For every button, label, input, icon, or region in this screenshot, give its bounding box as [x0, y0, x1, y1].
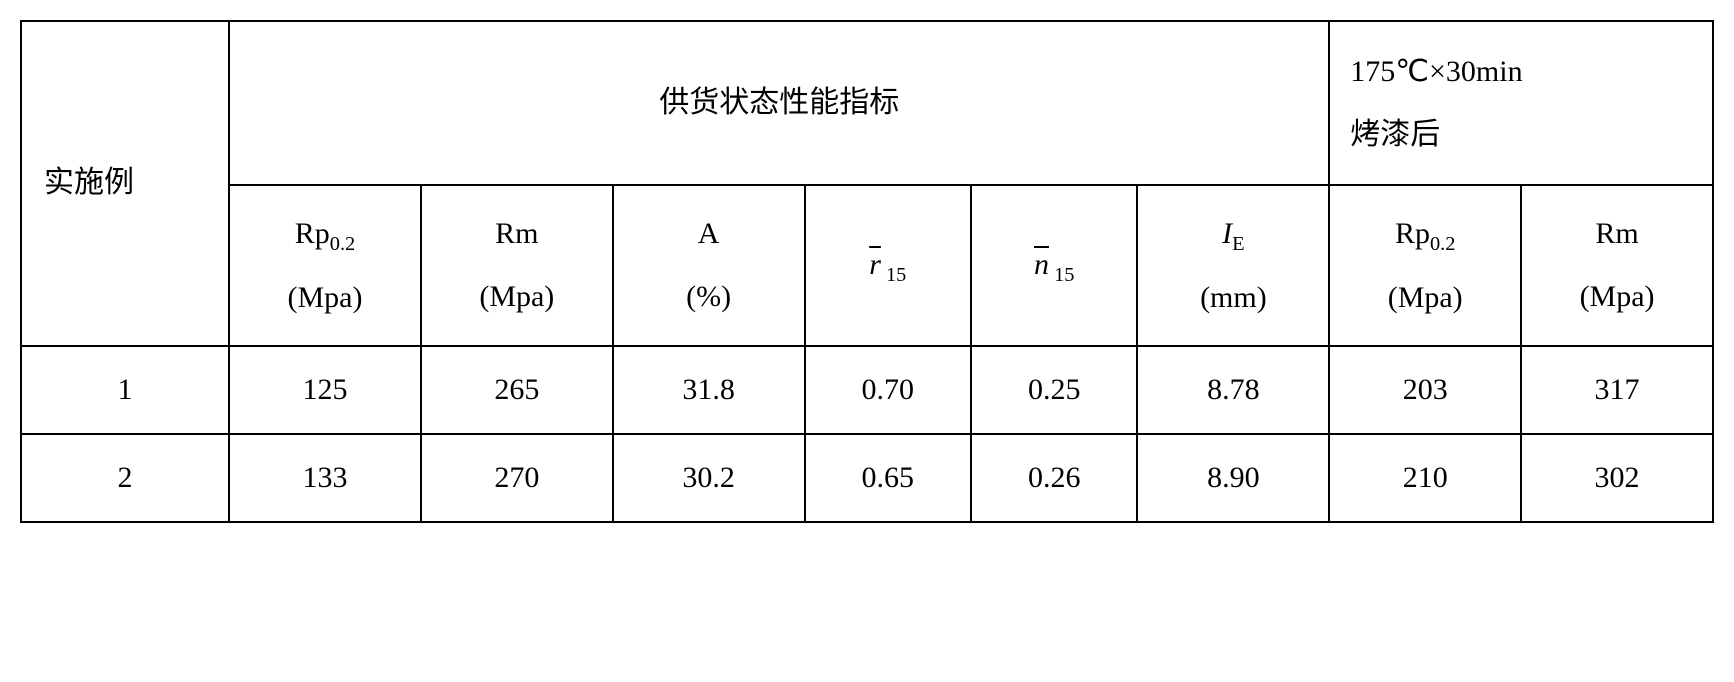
cell-rp02-b: 210 — [1329, 434, 1521, 522]
cell-rm-b: 317 — [1521, 346, 1713, 434]
cell-rp02: 125 — [229, 346, 421, 434]
header-r15: r 15 — [805, 185, 971, 346]
cell-rp02-b: 203 — [1329, 346, 1521, 434]
header-supply-group: 供货状态性能指标 — [229, 21, 1329, 185]
bake-line1: 175℃×30min — [1350, 55, 1522, 88]
cell-rm: 265 — [421, 346, 613, 434]
header-rm-bake: Rm (Mpa) — [1521, 185, 1713, 346]
header-a: A (%) — [613, 185, 805, 346]
cell-r15: 0.65 — [805, 434, 971, 522]
cell-n15: 0.26 — [971, 434, 1137, 522]
cell-ie: 8.90 — [1137, 434, 1329, 522]
cell-a: 31.8 — [613, 346, 805, 434]
cell-ie: 8.78 — [1137, 346, 1329, 434]
cell-example: 2 — [21, 434, 229, 522]
table-row: 2 133 270 30.2 0.65 0.26 8.90 210 302 — [21, 434, 1713, 522]
header-example: 实施例 — [21, 21, 229, 346]
header-bake-group: 175℃×30min 烤漆后 — [1329, 21, 1713, 185]
cell-rm: 270 — [421, 434, 613, 522]
cell-example: 1 — [21, 346, 229, 434]
bake-line2: 烤漆后 — [1350, 118, 1440, 151]
header-n15: n 15 — [971, 185, 1137, 346]
header-rm: Rm (Mpa) — [421, 185, 613, 346]
header-rp02-bake: Rp0.2 (Mpa) — [1329, 185, 1521, 346]
table-row: 1 125 265 31.8 0.70 0.25 8.78 203 317 — [21, 346, 1713, 434]
header-rp02: Rp0.2 (Mpa) — [229, 185, 421, 346]
cell-n15: 0.25 — [971, 346, 1137, 434]
cell-rm-b: 302 — [1521, 434, 1713, 522]
cell-r15: 0.70 — [805, 346, 971, 434]
properties-table: 实施例 供货状态性能指标 175℃×30min 烤漆后 Rp0.2 (Mpa) … — [20, 20, 1714, 523]
cell-rp02: 133 — [229, 434, 421, 522]
header-ie: IE (mm) — [1137, 185, 1329, 346]
cell-a: 30.2 — [613, 434, 805, 522]
